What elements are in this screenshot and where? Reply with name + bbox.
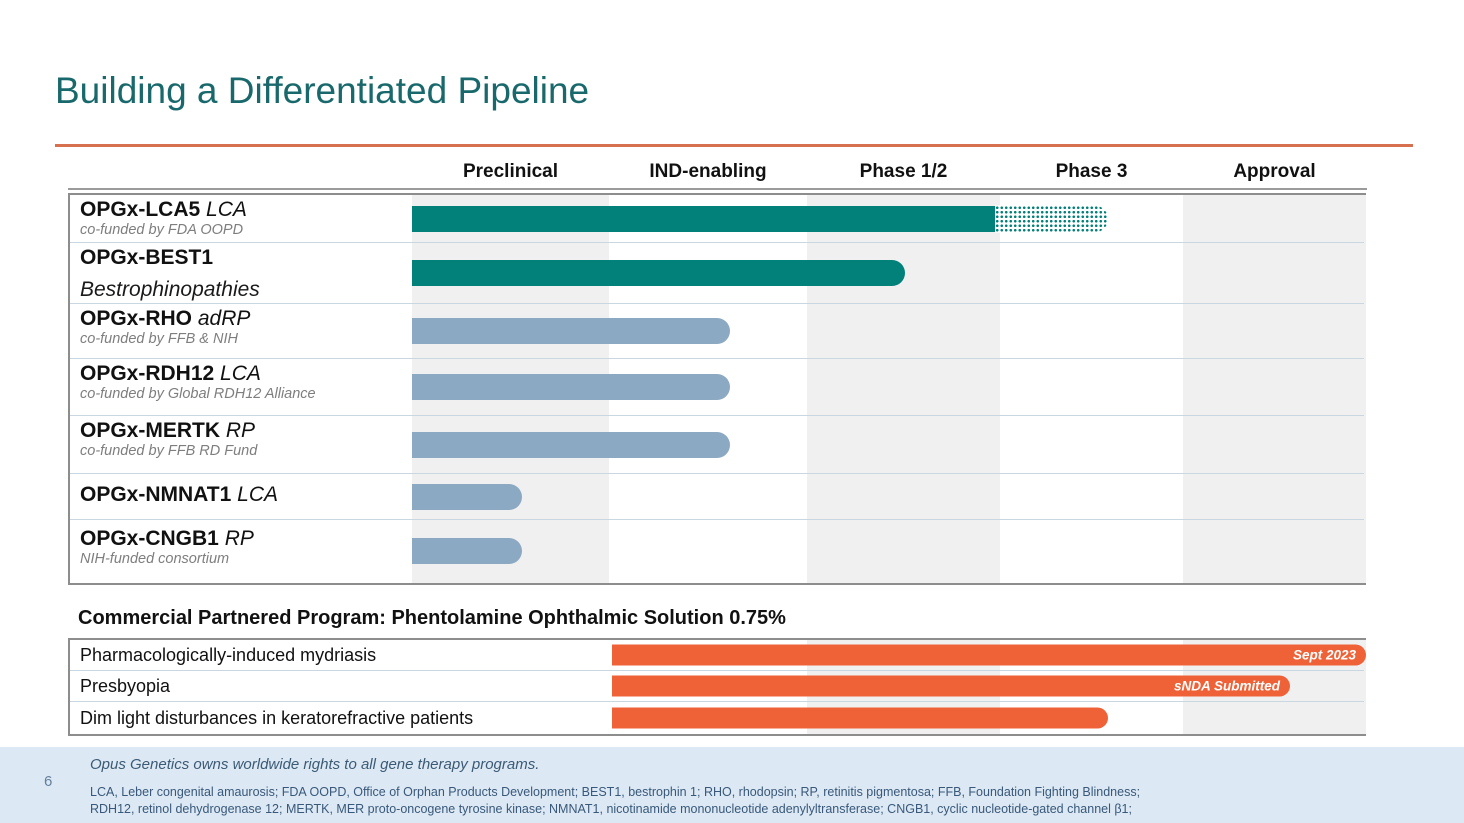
program-indication: LCA: [237, 483, 278, 506]
program-indication: RP: [224, 527, 254, 550]
progress-bar: [412, 483, 522, 510]
progress-bar: [412, 260, 905, 286]
progress-bar: Sept 2023: [612, 644, 1366, 666]
table-row: Pharmacologically-induced mydriasis Sept…: [70, 640, 1366, 671]
table-row: Dim light disturbances in keratorefracti…: [70, 702, 1364, 734]
table-row: OPGx-MERTK RP co-funded by FFB RD Fund: [70, 416, 1364, 474]
page-title: Building a Differentiated Pipeline: [55, 70, 590, 111]
rights-note: Opus Genetics owns worldwide rights to a…: [90, 756, 540, 773]
progress-bar: sNDA Submitted: [612, 675, 1290, 697]
table-row: Presbyopia sNDA Submitted: [70, 671, 1364, 702]
stage-header-preclinical: Preclinical: [462, 161, 559, 182]
progress-bar: [412, 374, 730, 400]
program-name: OPGx-MERTK RP: [80, 419, 256, 442]
program-name: OPGx-CNGB1 RP: [80, 527, 254, 550]
indication-label: Pharmacologically-induced mydriasis: [80, 644, 377, 665]
table-row: OPGx-RHO adRP co-funded by FFB & NIH: [70, 304, 1364, 359]
program-indication: LCA: [206, 198, 247, 221]
milestone-badge: Sept 2023: [1292, 647, 1356, 663]
progress-bar: [612, 707, 1108, 729]
program-name: OPGx-BEST1: [80, 246, 214, 269]
table-row: OPGx-BEST1 Bestrophinopathies: [70, 243, 1364, 304]
stage-header-phase-3: Phase 3: [1055, 161, 1128, 182]
progress-bar: [412, 538, 522, 564]
program-indication: LCA: [220, 362, 261, 385]
program-funding-note: co-funded by FFB & NIH: [80, 331, 238, 348]
program-name: OPGx-NMNAT1 LCA: [80, 483, 278, 506]
column-stripe-approval: [1183, 195, 1366, 583]
commercial-table: Pharmacologically-induced mydriasis Sept…: [68, 638, 1366, 736]
title-divider: [55, 144, 1413, 147]
page-number: 6: [44, 773, 53, 790]
program-name: OPGx-RHO adRP: [80, 307, 251, 330]
program-indication: adRP: [197, 307, 251, 330]
table-row: OPGx-CNGB1 RP NIH-funded consortium: [70, 520, 1364, 582]
pipeline-table: OPGx-LCA5 LCA co-funded by FDA OOPD OPGx…: [68, 193, 1366, 585]
progress-bar: [412, 431, 730, 458]
slide-footer: 6 Opus Genetics owns worldwide rights to…: [0, 747, 1464, 823]
indication-label: Presbyopia: [80, 675, 171, 696]
program-funding-note: co-funded by FFB RD Fund: [80, 443, 258, 460]
column-stripe-phase-1-2: [807, 195, 1000, 583]
progress-bar: [412, 205, 995, 232]
projected-progress-bar: [995, 205, 1108, 232]
program-name: OPGx-RDH12 LCA: [80, 362, 261, 385]
indication-label: Dim light disturbances in keratorefracti…: [80, 707, 474, 728]
stage-header-phase-1-2: Phase 1/2: [859, 161, 948, 182]
abbreviations-line-1: LCA, Leber congenital amaurosis; FDA OOP…: [90, 785, 1141, 799]
header-underline: [68, 188, 1367, 190]
commercial-section-title: Commercial Partnered Program: Phentolami…: [78, 607, 786, 629]
table-row: OPGx-RDH12 LCA co-funded by Global RDH12…: [70, 359, 1364, 416]
program-funding-note: co-funded by FDA OOPD: [80, 222, 244, 239]
program-indication: RP: [225, 419, 256, 442]
milestone-badge: sNDA Submitted: [1173, 678, 1280, 694]
program-funding-note: co-funded by Global RDH12 Alliance: [80, 386, 316, 403]
program-indication: Bestrophinopathies: [80, 278, 260, 302]
stage-header-ind-enabling: IND-enabling: [649, 161, 767, 182]
stage-header-approval: Approval: [1233, 161, 1316, 182]
abbreviations-line-2: RDH12, retinol dehydrogenase 12; MERTK, …: [90, 802, 1132, 816]
program-name: OPGx-LCA5 LCA: [80, 198, 247, 221]
program-funding-note: NIH-funded consortium: [80, 551, 230, 568]
table-row: OPGx-NMNAT1 LCA: [70, 474, 1364, 520]
progress-bar: [412, 318, 730, 344]
table-row: OPGx-LCA5 LCA co-funded by FDA OOPD: [70, 195, 1364, 243]
